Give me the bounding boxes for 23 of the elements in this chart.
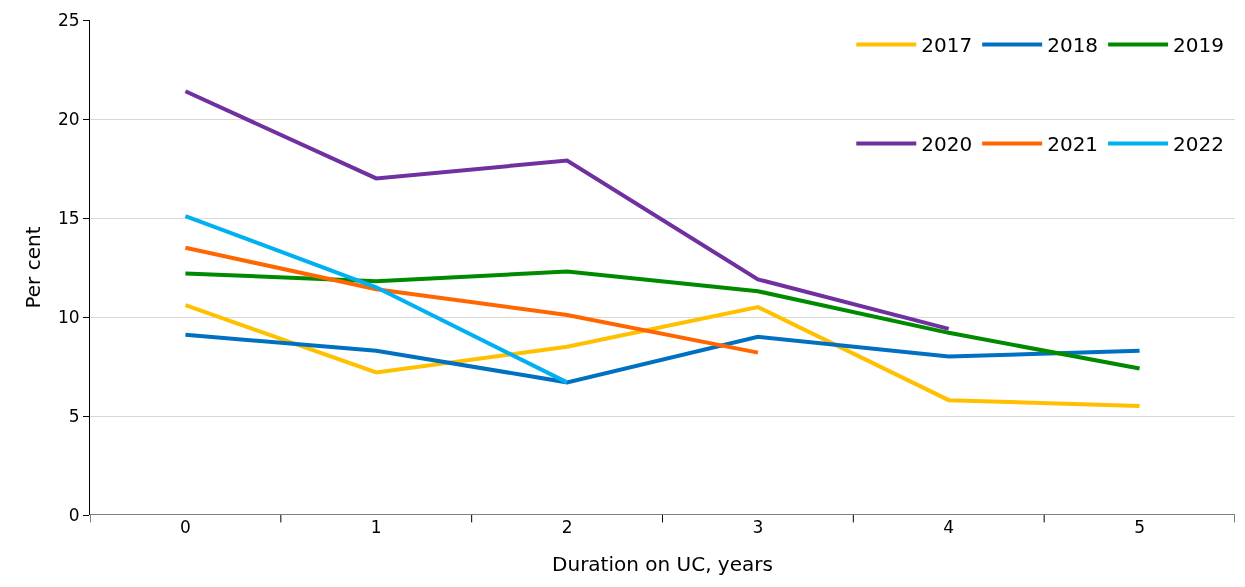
x-tick-label: 0 — [180, 517, 191, 537]
legend-label: 2019 — [1173, 33, 1224, 58]
x-tick-label: 3 — [752, 517, 764, 537]
y-tick-label: 25 — [57, 9, 80, 30]
x-tick-label: 5 — [1134, 517, 1145, 537]
y-tick-label: 20 — [57, 108, 80, 129]
y-tick-label: 5 — [68, 405, 80, 426]
legend-label: 2021 — [1047, 132, 1099, 157]
legend-label: 2022 — [1173, 132, 1224, 157]
y-tick-label: 15 — [57, 207, 80, 228]
line-series — [183, 303, 1142, 409]
line-series — [183, 245, 760, 355]
legend-label: 2020 — [921, 132, 973, 157]
x-tick-label: 2 — [561, 517, 573, 537]
legend-label: 2017 — [921, 33, 973, 58]
x-tick-label: 1 — [370, 517, 382, 537]
x-tick-label: 4 — [943, 517, 955, 537]
legend-label: 2018 — [1047, 33, 1099, 58]
line-series — [183, 269, 1142, 371]
line-series — [183, 332, 1142, 385]
y-axis-title: Per cent — [21, 226, 45, 309]
x-axis-title: Duration on UC, years — [552, 551, 773, 576]
y-tick-label: 10 — [57, 306, 80, 327]
